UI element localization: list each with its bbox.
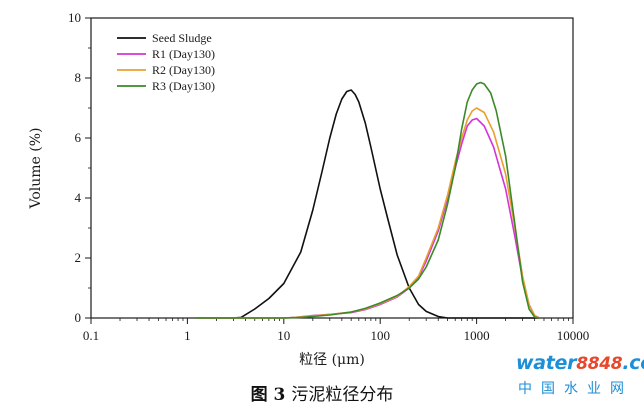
y-axis-title: Volume (%) (28, 128, 44, 210)
x-tick-label: 10 (277, 328, 290, 343)
x-tick-label: 0.1 (83, 328, 99, 343)
x-tick-label: 1 (184, 328, 191, 343)
series-lines (195, 81, 540, 319)
x-tick-label: 1000 (464, 328, 490, 343)
series-line-3 (195, 81, 540, 319)
watermark-subtitle: 中国水业网 (518, 381, 633, 397)
legend-label: R2 (Day130) (152, 63, 215, 77)
legend-label: Seed Sludge (152, 31, 212, 45)
y-tick-label: 6 (75, 130, 82, 145)
watermark-brand-suffix: .com (622, 352, 644, 374)
series-line-2 (195, 107, 540, 319)
x-tick-label: 100 (370, 328, 390, 343)
y-tick-label: 2 (75, 250, 82, 265)
legend-label: R3 (Day130) (152, 79, 215, 93)
y-tick-label: 4 (75, 190, 82, 205)
legend-label: R1 (Day130) (152, 47, 215, 61)
figure-number: 图 3 (250, 385, 286, 405)
x-axis-ticks: 0.1 1 10 100 1000 10000 (83, 318, 589, 343)
y-tick-label: 10 (68, 10, 81, 25)
figure-caption: 图 3 污泥粒径分布 (0, 380, 644, 405)
watermark-brand-number: 8848 (576, 354, 623, 374)
watermark-logo: water8848.com 中国水业网 (516, 352, 644, 402)
y-tick-label: 0 (75, 310, 82, 325)
series-line-1 (195, 117, 540, 319)
watermark-brand: water8848.com (516, 352, 644, 374)
y-axis-ticks: 0 2 4 6 8 10 (68, 10, 91, 325)
legend: Seed Sludge R1 (Day130) R2 (Day130) R3 (Day… (117, 31, 215, 93)
x-axis-title: 粒径 (μm) (299, 352, 365, 368)
y-tick-label: 8 (75, 70, 82, 85)
figure-caption-text: 污泥粒径分布 (291, 385, 394, 405)
series-line-0 (195, 89, 540, 319)
watermark-brand-word: water (516, 352, 577, 374)
x-tick-label: 10000 (557, 328, 590, 343)
